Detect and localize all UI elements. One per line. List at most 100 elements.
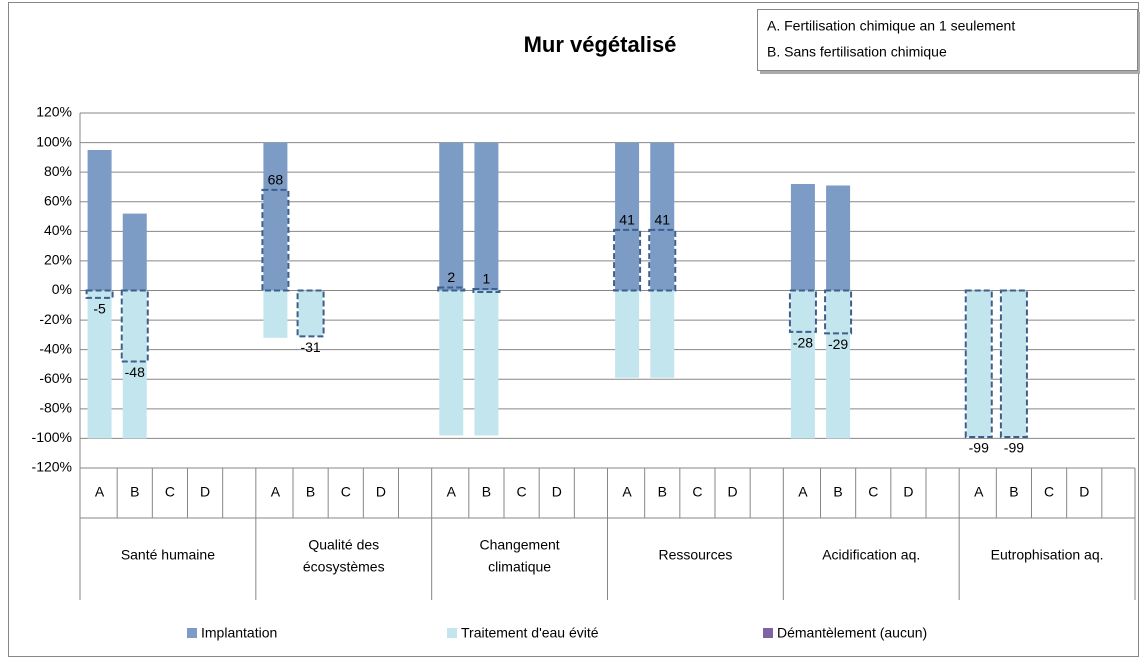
x-tick-label: D: [903, 484, 913, 500]
bar: [263, 290, 288, 338]
bar: [87, 149, 112, 291]
net-label: -31: [300, 339, 320, 355]
y-tick-label: 0%: [52, 281, 72, 297]
y-tick-label: 100%: [36, 133, 72, 149]
bar: [650, 142, 675, 291]
bar: [122, 290, 147, 439]
y-tick-label: 60%: [44, 192, 72, 208]
x-tick-label: A: [271, 484, 281, 500]
bar: [790, 290, 815, 439]
y-tick-label: 80%: [44, 163, 72, 179]
bar: [615, 290, 640, 378]
net-box: [437, 286, 466, 292]
x-tick-label: D: [1079, 484, 1089, 500]
x-tick-label: B: [306, 484, 315, 500]
x-tick-label: D: [728, 484, 738, 500]
net-label: -48: [125, 364, 145, 380]
net-label: -5: [93, 301, 106, 317]
group-label: climatique: [488, 559, 551, 575]
chart-title: Mur végétalisé: [524, 32, 677, 57]
x-tick-label: C: [868, 484, 878, 500]
net-label: 41: [619, 212, 635, 228]
net-box: [85, 289, 114, 299]
legend-label: Traitement d'eau évité: [461, 625, 599, 641]
x-tick-label: C: [341, 484, 351, 500]
bar: [87, 290, 112, 439]
y-tick-label: 40%: [44, 222, 72, 238]
net-box: [964, 289, 993, 438]
net-label: -28: [793, 335, 813, 351]
x-tick-label: D: [552, 484, 562, 500]
net-label: -29: [828, 336, 848, 352]
x-tick-label: B: [130, 484, 139, 500]
y-tick-label: -120%: [32, 459, 72, 475]
x-tick-label: B: [833, 484, 842, 500]
y-tick-label: 20%: [44, 252, 72, 268]
bar: [615, 142, 640, 291]
legend-label: Démantèlement (aucun): [777, 625, 927, 641]
x-tick-label: C: [517, 484, 527, 500]
x-tick-label: B: [482, 484, 491, 500]
net-box: [120, 289, 149, 363]
x-tick-label: C: [165, 484, 175, 500]
x-tick-label: A: [95, 484, 105, 500]
net-label: 1: [483, 271, 491, 287]
legend-label: Implantation: [201, 625, 277, 641]
y-tick-label: -60%: [39, 370, 72, 386]
group-label: Eutrophisation aq.: [991, 547, 1104, 563]
legend-swatch: [763, 628, 773, 638]
annotation-box: [757, 9, 1138, 71]
net-box: [296, 289, 325, 338]
bar: [439, 290, 464, 436]
net-box: [472, 288, 501, 294]
bar: [966, 290, 991, 437]
y-tick-label: -80%: [39, 400, 72, 416]
x-tick-label: D: [376, 484, 386, 500]
legend-swatch: [187, 628, 197, 638]
net-box: [613, 228, 642, 292]
net-label: -99: [1004, 440, 1024, 456]
net-box: [261, 188, 290, 292]
annotation: B. Sans fertilisation chimique: [767, 44, 947, 60]
x-tick-label: A: [447, 484, 457, 500]
bar: [474, 290, 499, 436]
bar: [826, 290, 851, 439]
x-tick-label: A: [974, 484, 984, 500]
x-tick-label: C: [1044, 484, 1054, 500]
annotation: A. Fertilisation chimique an 1 seulement: [767, 18, 1015, 34]
bar: [790, 184, 815, 291]
group-label: Changement: [479, 537, 559, 553]
y-tick-label: -20%: [39, 311, 72, 327]
bar: [650, 290, 675, 378]
x-tick-label: A: [622, 484, 632, 500]
net-label: 41: [654, 212, 670, 228]
net-box: [999, 289, 1028, 438]
y-tick-label: -100%: [32, 429, 72, 445]
x-tick-label: B: [658, 484, 667, 500]
net-box: [788, 289, 817, 333]
x-tick-label: D: [200, 484, 210, 500]
bar: [826, 185, 851, 291]
x-tick-label: B: [1009, 484, 1018, 500]
bar: [474, 142, 499, 291]
bar: [439, 142, 464, 291]
bar: [298, 290, 323, 337]
group-label: Santé humaine: [121, 547, 215, 563]
net-label: 68: [268, 172, 284, 188]
group-label: Acidification aq.: [822, 547, 920, 563]
y-tick-label: -40%: [39, 340, 72, 356]
bar: [1001, 290, 1026, 437]
bar: [122, 213, 147, 291]
group-label: Ressources: [658, 547, 732, 563]
legend-swatch: [447, 628, 457, 638]
group-label: écosystèmes: [303, 559, 385, 575]
bar: [263, 142, 288, 291]
group-label: Qualité des: [308, 537, 379, 553]
net-box: [824, 289, 853, 335]
x-tick-label: A: [798, 484, 808, 500]
x-tick-label: C: [692, 484, 702, 500]
net-label: -99: [969, 440, 989, 456]
net-box: [648, 228, 677, 292]
net-label: 2: [447, 269, 455, 285]
